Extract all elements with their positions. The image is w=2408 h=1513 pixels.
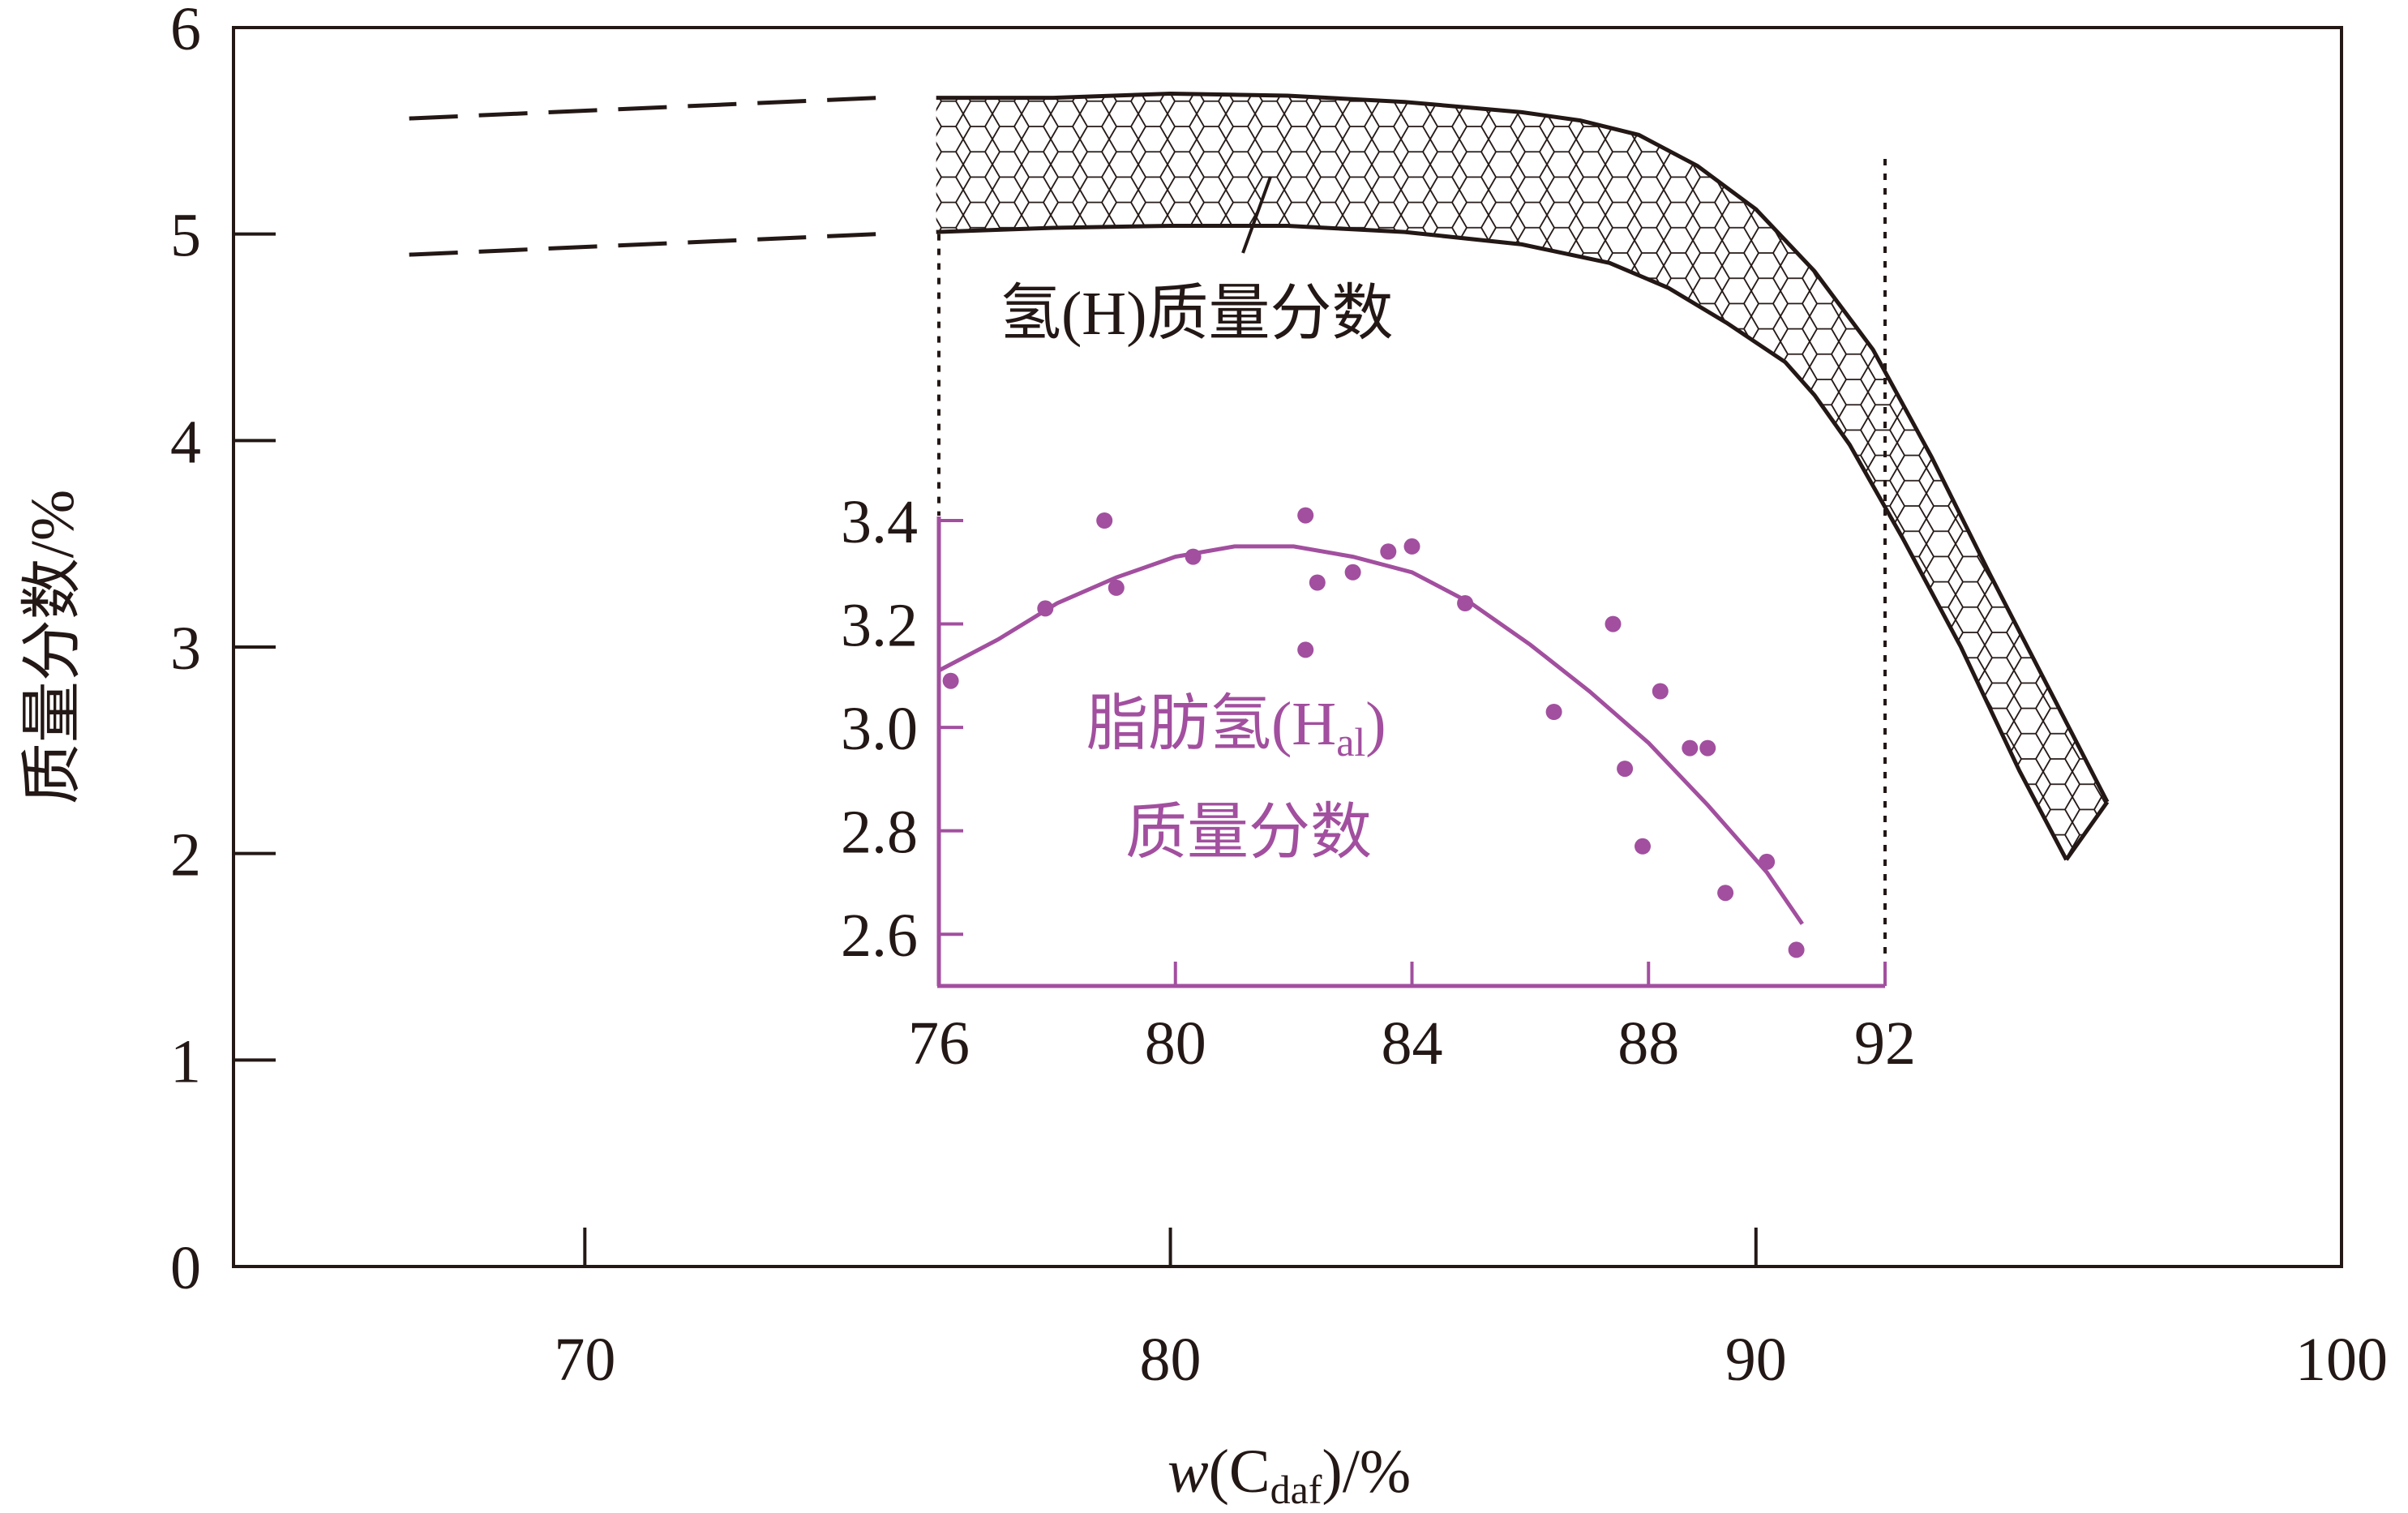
data-point [1037,600,1054,617]
data-point [1309,574,1326,591]
hydrogen-extrapolation-lower [409,232,878,257]
inset-x-tick-label: 92 [1854,1009,1916,1078]
data-point [1403,538,1420,555]
inset-y-tick-label: 3.2 [841,592,918,660]
data-point [1605,615,1622,632]
hydrogen-band-end-cap [2064,800,2110,861]
inset-y-tick-label: 3.0 [841,695,918,763]
inset-y-tick-label: 2.8 [841,799,918,867]
aliphatic-hydrogen-points [942,507,1805,958]
inset-x-tick-label: 80 [1145,1009,1206,1078]
inset-annotation-line1: 脂肪氢(Hal) [1086,690,1386,765]
main-y-tick-label: 6 [170,0,201,63]
main-x-tick-label: 100 [2295,1326,2388,1394]
inset-y-tick-label: 3.4 [841,488,918,556]
data-point [1096,512,1113,529]
main-x-tick-label: 80 [1140,1326,1202,1394]
main-y-tick-label: 2 [170,821,201,889]
inset-annotation-line2: 质量分数 [1125,799,1372,867]
main-y-tick-label: 1 [170,1027,201,1095]
data-point [1759,853,1776,870]
data-point [1344,564,1361,581]
data-point [942,672,959,689]
main-x-tick-label: 70 [554,1326,615,1394]
inset-annotation-pre: 脂肪氢(H [1086,690,1336,758]
inset-annotation-sub: al [1336,719,1365,765]
hydrogen-label-leader [1241,176,1272,254]
inset-ticks [937,519,1887,986]
data-point [1652,683,1669,700]
x-axis-title-close: )/% [1322,1438,1411,1506]
data-point [1457,595,1474,611]
inset-chart: 2.6 2.8 3.0 3.2 3.4 76 80 84 88 92 脂肪氢(Hal) 质量分数 [841,488,1916,1078]
hydrogen-series-label: 氢(H)质量分数 [1000,280,1394,348]
hydrogen-band-upper-edge [936,91,2110,804]
data-point [1717,885,1734,902]
main-y-tick-label: 3 [170,615,201,683]
inset-annotation-post: ) [1365,690,1386,758]
inset-x-tick-label: 84 [1382,1009,1443,1078]
inset-y-tick-label: 2.6 [841,902,918,970]
main-x-tick-label: 90 [1725,1326,1787,1394]
inset-x-tick-label: 88 [1617,1009,1679,1078]
data-point [1788,941,1805,958]
x-axis-title-sub: daf [1270,1467,1322,1512]
inset-y-tick-labels: 2.6 2.8 3.0 3.2 3.4 [841,488,918,970]
main-x-tick-labels: 70 80 90 100 [554,1326,2388,1394]
data-point [1635,838,1651,855]
main-y-tick-label: 4 [170,408,201,476]
main-ticks [234,26,2343,1268]
data-point [1108,579,1125,596]
data-point [1545,704,1562,720]
main-y-tick-label: 5 [170,202,201,270]
hydrogen-band-lower-edge [936,224,2068,861]
data-point [1185,548,1202,565]
hydrogen-extrapolation-upper [409,96,878,121]
x-axis-title-open: (C [1209,1438,1270,1506]
data-point [1699,739,1716,756]
hydrogen-band [936,93,2108,860]
data-point [1617,761,1634,778]
inset-x-tick-label: 76 [908,1009,970,1078]
data-point [1297,641,1314,658]
inset-x-tick-labels: 76 80 84 88 92 [908,1009,1916,1078]
main-x-axis-title: w(Cdaf)/% [1168,1438,1411,1512]
data-point [1682,739,1699,756]
data-point [1380,543,1397,560]
main-y-tick-label: 0 [170,1234,201,1302]
aliphatic-hydrogen-fit-curve [937,544,1804,925]
main-y-tick-labels: 0 1 2 3 4 5 6 [170,0,201,1302]
x-axis-title-var: w [1168,1438,1209,1506]
data-point [1297,507,1314,524]
main-y-axis-title: 质量分数/% [19,490,87,804]
